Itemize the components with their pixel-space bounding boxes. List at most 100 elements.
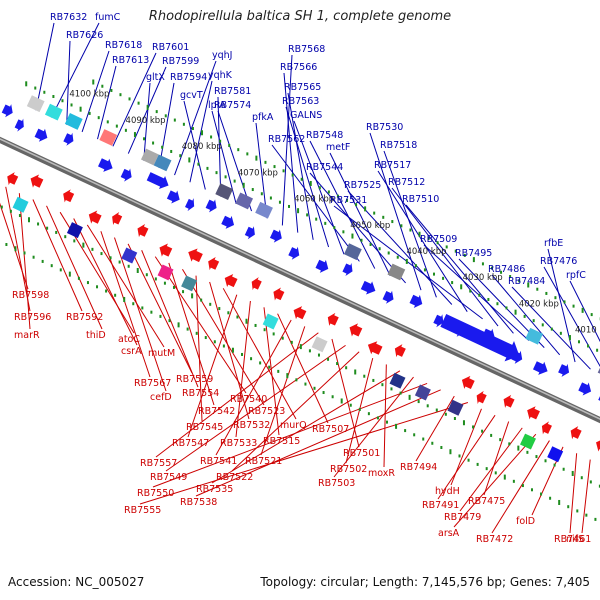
scale-dot	[141, 306, 144, 310]
leader-line	[209, 281, 250, 420]
gene-label-reverse: RB7540	[230, 394, 267, 405]
scale-dot	[417, 400, 420, 404]
feature-box	[343, 243, 362, 261]
scale-dot	[500, 270, 503, 274]
scale-tick-label: 4070 kbp	[238, 168, 278, 178]
scale-dot	[132, 302, 135, 306]
feature-box	[262, 313, 279, 330]
gene-label-reverse: RB7549	[150, 472, 187, 483]
gene-label-reverse: RB7542	[198, 406, 235, 417]
scale-dot	[463, 253, 466, 257]
scale-dot	[269, 196, 272, 200]
scale-dot	[572, 304, 575, 308]
scale-dot	[145, 273, 148, 277]
forward-gene-arrow	[433, 314, 444, 328]
leader-line	[152, 382, 428, 488]
scale-dot	[309, 180, 312, 186]
leader-line	[143, 82, 151, 161]
leader-line	[287, 92, 314, 240]
scale-dot	[291, 173, 294, 177]
gene-label-forward: RB7517	[374, 160, 411, 171]
leader-line	[309, 172, 406, 284]
leader-line	[453, 433, 537, 528]
gene-label-forward: RB7568	[288, 44, 325, 55]
scale-dot	[100, 252, 103, 256]
leader-line	[283, 72, 299, 233]
reverse-gene-arrow	[30, 174, 44, 188]
leader-line	[35, 22, 55, 111]
leader-line	[86, 224, 165, 348]
gene-label-reverse: murQ	[280, 420, 307, 431]
gene-label-reverse: nifS	[566, 534, 584, 545]
forward-gene-arrow	[1, 104, 13, 118]
gene-label-reverse: RB7502	[330, 464, 367, 475]
forward-gene-arrow	[382, 290, 394, 304]
scale-dot	[200, 298, 203, 302]
leader-line	[547, 248, 576, 363]
feature-box	[121, 247, 138, 264]
reverse-gene-arrow	[208, 257, 220, 271]
scale-dot	[567, 505, 570, 509]
backbone-highlight	[0, 138, 600, 420]
scale-dot	[59, 268, 62, 272]
accession-text: Accession: NC_005027	[8, 575, 145, 589]
feature-box	[447, 399, 464, 416]
scale-dot	[360, 238, 363, 242]
forward-gene-arrow	[244, 226, 255, 240]
scale-dot	[558, 499, 561, 505]
scale-dot	[188, 157, 191, 163]
gene-label-forward: rfbE	[544, 238, 563, 249]
scale-dot	[358, 407, 361, 411]
gene-label-reverse: RB7507	[312, 424, 349, 435]
leader-line	[215, 319, 292, 456]
leader-line	[158, 82, 175, 168]
scale-dot	[451, 281, 454, 285]
scale-tick-label: 4100 kbp	[69, 90, 109, 100]
scale-tick-label: 4030 kbp	[463, 273, 503, 283]
gene-label-reverse: folD	[516, 516, 535, 527]
leader-line	[383, 364, 387, 468]
leader-line	[281, 54, 293, 226]
reverse-gene-arrow	[503, 394, 515, 408]
scale-dot	[433, 272, 436, 276]
scale-dot	[553, 463, 556, 467]
scale-dot	[5, 243, 8, 247]
scale-dot	[127, 264, 130, 268]
scale-dot	[172, 285, 175, 289]
scale-dot	[61, 99, 64, 103]
leader-line	[50, 22, 100, 118]
scale-dot	[541, 323, 544, 327]
reverse-gene-arrow	[527, 406, 540, 420]
gene-label-forward: RB7509	[420, 234, 457, 245]
gene-label-forward: RB7613	[112, 55, 149, 66]
scale-dot	[322, 391, 325, 395]
scale-dot	[503, 474, 506, 480]
scale-dot	[50, 264, 53, 268]
leader-line	[329, 152, 391, 276]
feature-box	[525, 327, 543, 345]
gene-label-reverse: hydH	[435, 486, 460, 497]
scale-dot	[101, 84, 104, 88]
scale-dot	[254, 323, 257, 327]
scale-dot	[27, 217, 30, 223]
leader-line	[112, 52, 157, 147]
scale-dot	[512, 479, 515, 483]
gene-label-forward: gltX	[146, 72, 165, 83]
scale-dot	[245, 318, 248, 324]
scale-tick-label: 4040 kbp	[406, 247, 446, 257]
scale-dot	[150, 310, 153, 314]
scale-dot	[123, 296, 126, 302]
scale-dot	[460, 284, 463, 290]
scale-dot	[535, 455, 538, 459]
scale-dot	[340, 398, 343, 404]
scale-dot	[96, 285, 99, 289]
leader-line	[277, 313, 329, 424]
scale-dot	[408, 394, 411, 400]
leader-line	[183, 100, 206, 190]
scale-dot	[313, 386, 316, 390]
gene-label-forward: yqhK	[208, 70, 233, 81]
reverse-gene-arrow	[224, 273, 238, 288]
scale-dot	[43, 90, 46, 94]
forward-gene-arrow	[532, 361, 548, 375]
gene-label-forward: RB7566	[280, 62, 317, 73]
